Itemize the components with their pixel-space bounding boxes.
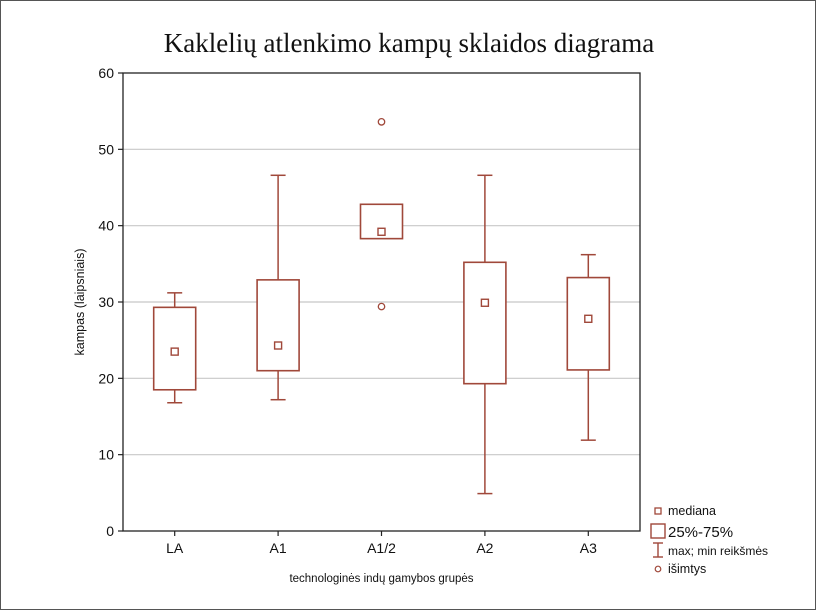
legend-box-symbol [650, 523, 666, 539]
y-tick-label: 60 [98, 65, 114, 81]
outlier-point [377, 118, 386, 126]
legend-median-symbol [654, 507, 662, 515]
legend-label-outlier: išimtys [668, 562, 706, 576]
x-category-label: LA [166, 540, 184, 556]
y-tick-label: 10 [98, 447, 114, 463]
iqr-box [566, 276, 611, 371]
median-marker [273, 341, 283, 350]
y-tick-label: 40 [98, 218, 114, 234]
y-tick-label: 50 [98, 141, 114, 157]
legend-outlier-symbol [654, 565, 662, 573]
x-category-label: A1 [270, 540, 287, 556]
y-tick-label: 30 [98, 294, 114, 310]
y-tick-label: 0 [106, 523, 114, 539]
median-marker [377, 227, 386, 236]
legend-label-whisker: max; min reikšmės [668, 544, 768, 558]
y-axis-label: kampas (laipsniais) [73, 249, 87, 356]
chart-title: Kaklelių atlenkimo kampų sklaidos diagra… [163, 28, 655, 58]
x-category-label: A2 [476, 540, 493, 556]
median-marker [584, 314, 593, 323]
median-marker [480, 298, 490, 307]
x-category-label: A1/2 [367, 540, 396, 556]
x-axis-label: technologinės indų gamybos grupės [289, 573, 473, 585]
legend-label-median: mediana [668, 504, 716, 518]
median-marker [170, 347, 179, 356]
outlier-point [377, 302, 386, 311]
x-category-label: A3 [580, 540, 597, 556]
y-tick-label: 20 [98, 370, 114, 386]
iqr-box [463, 261, 507, 385]
iqr-box [256, 279, 300, 372]
legend-label-box: 25%-75% [668, 524, 733, 541]
